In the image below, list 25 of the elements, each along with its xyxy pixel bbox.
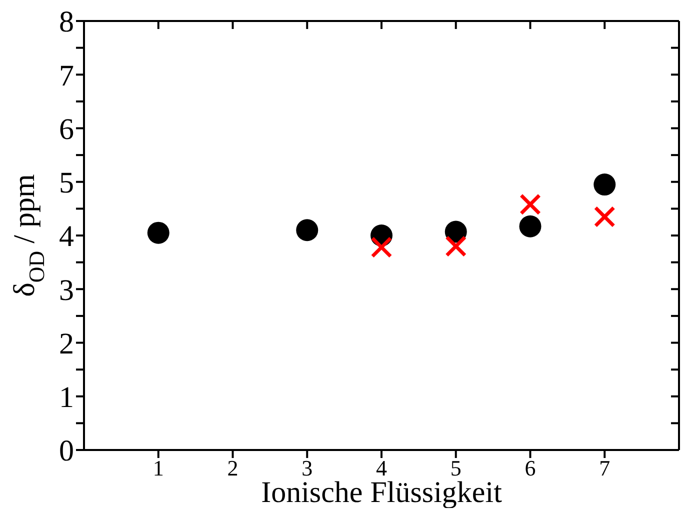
x-tick-label: 4 xyxy=(376,456,387,481)
point xyxy=(147,222,170,244)
y-tick-label: 2 xyxy=(59,327,74,360)
point xyxy=(444,220,467,243)
x-tick-label: 5 xyxy=(450,456,462,481)
y-tick-label: 5 xyxy=(59,166,74,200)
point xyxy=(445,235,467,257)
y-tick-label: 7 xyxy=(59,59,74,92)
y-tick-label: 0 xyxy=(59,434,74,468)
y-tick-label: 4 xyxy=(59,220,74,254)
x-tick-label: 6 xyxy=(524,456,536,481)
x-tick-label: 7 xyxy=(599,456,610,481)
y-tick-label: 8 xyxy=(59,6,74,39)
y-tick-label: 3 xyxy=(59,274,74,307)
y-tick-label: 6 xyxy=(59,112,74,146)
x-tick-label: 1 xyxy=(152,456,164,481)
point xyxy=(370,236,392,258)
point xyxy=(594,206,616,228)
point xyxy=(296,219,318,242)
point xyxy=(594,174,616,196)
x-tick-label: 3 xyxy=(302,456,313,481)
point xyxy=(519,215,542,238)
x-tick-label: 2 xyxy=(227,456,238,481)
y-tick-label: 1 xyxy=(59,381,74,414)
point xyxy=(520,194,541,216)
